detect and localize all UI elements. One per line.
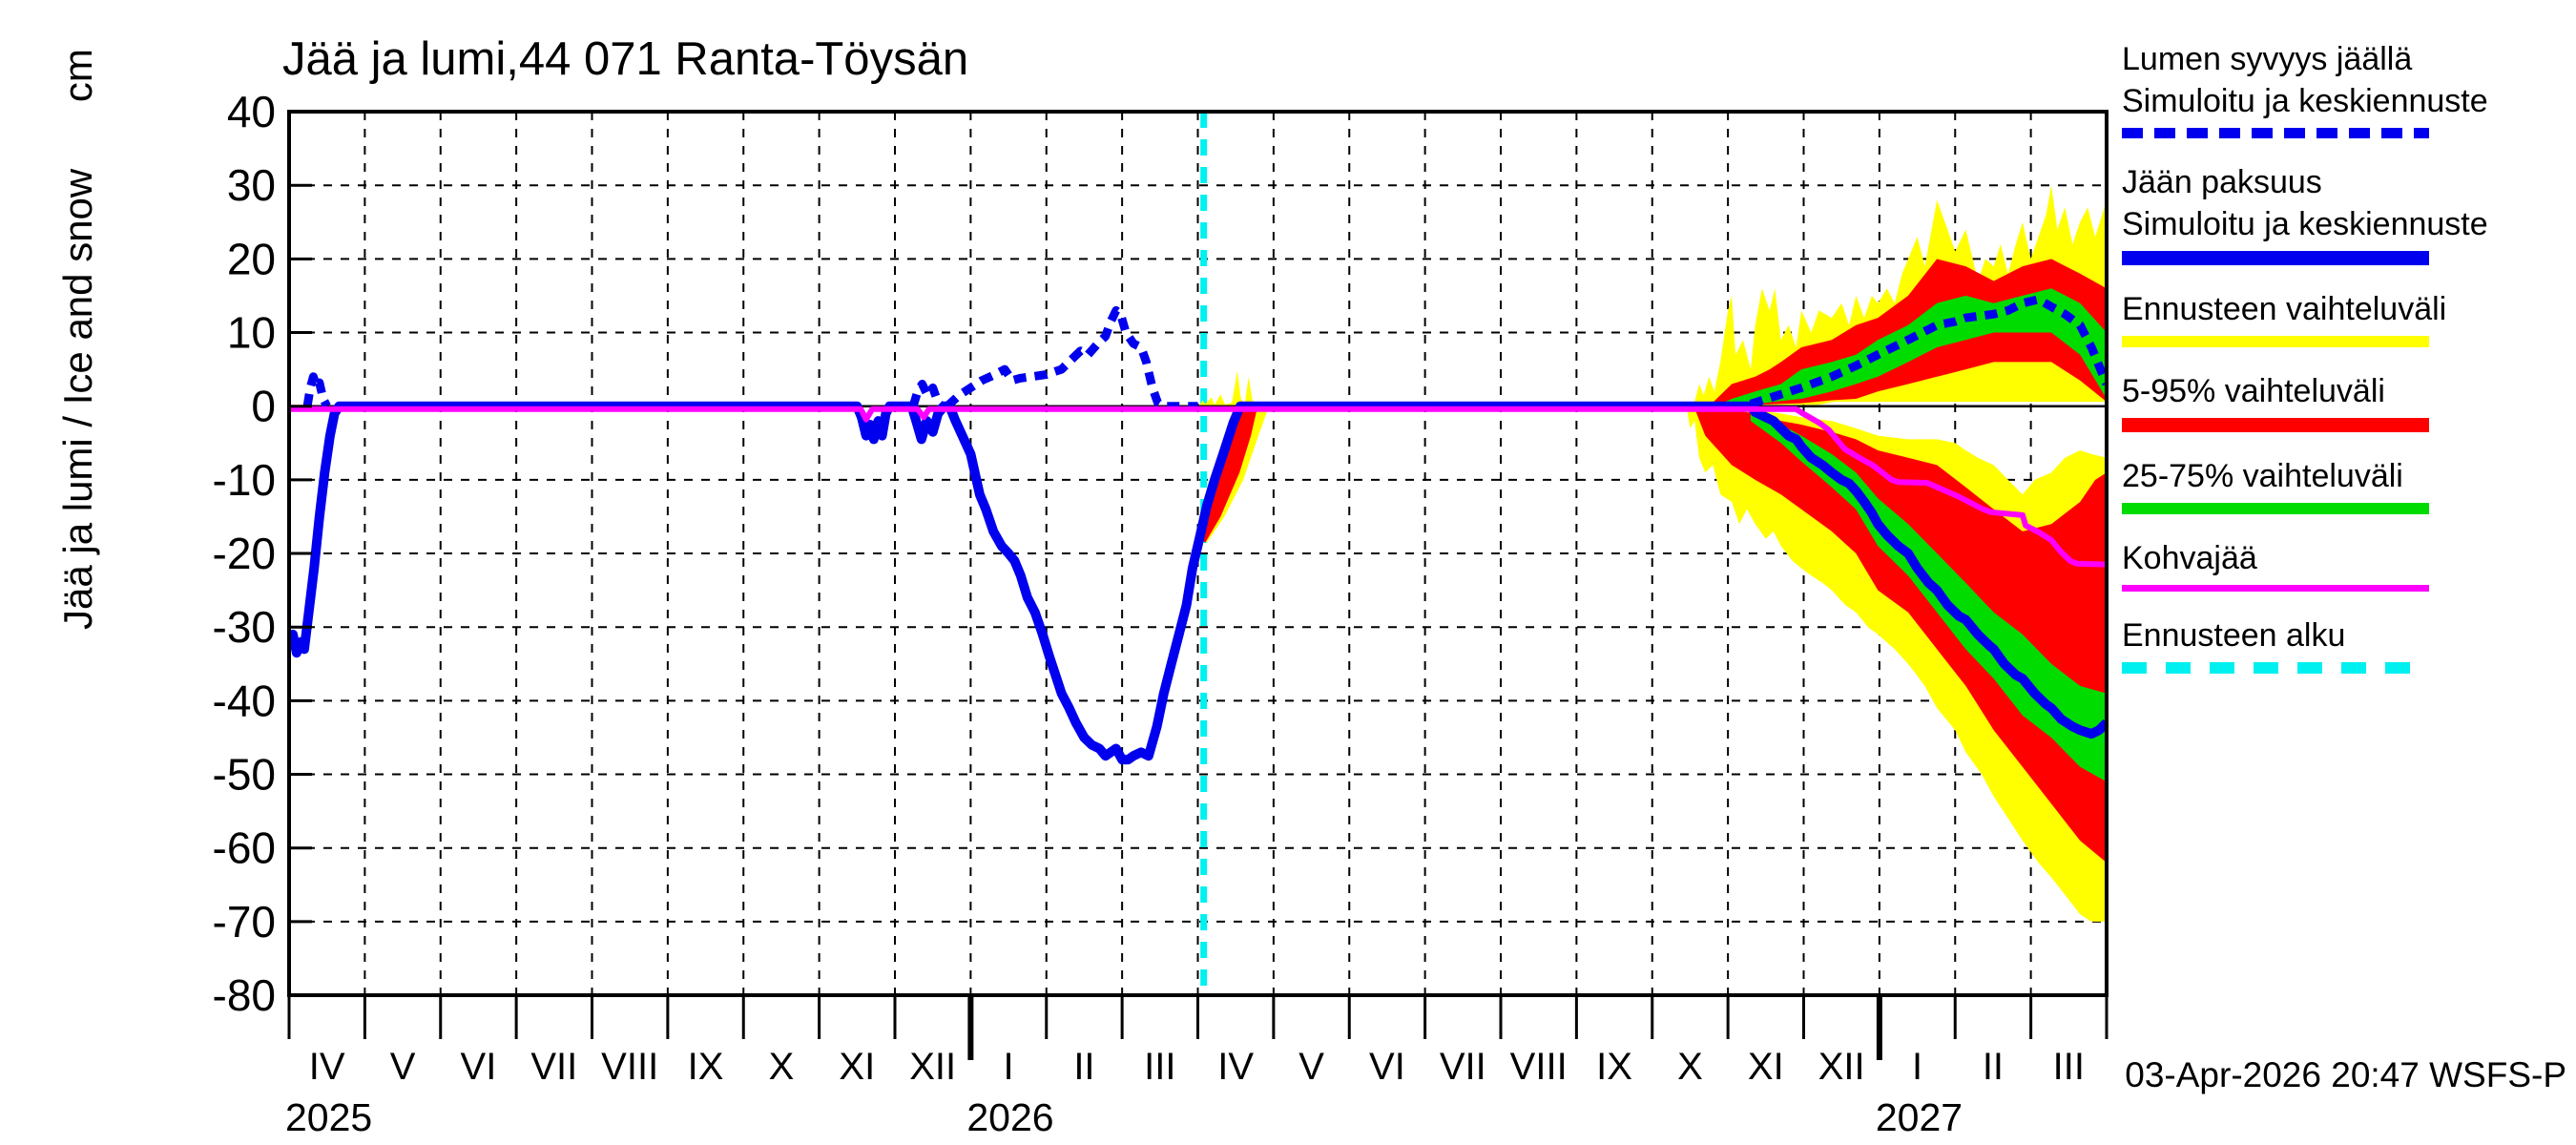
magenta-line-swatch bbox=[2122, 585, 2429, 592]
month-label: I bbox=[1004, 1046, 1014, 1088]
month-label: VII bbox=[530, 1046, 577, 1088]
month-label: X bbox=[1677, 1046, 1703, 1088]
forecast-bands bbox=[1199, 185, 2107, 922]
legend-label: 25-75% vaihteluväli bbox=[2122, 458, 2403, 494]
snow-depth-dashed-line bbox=[1749, 295, 2108, 408]
legend: Lumen syvyys jäällä Simuloitu ja keskien… bbox=[2122, 38, 2561, 697]
month-label: IV bbox=[1217, 1046, 1254, 1088]
month-label: III bbox=[1144, 1046, 1175, 1088]
chart-title: Jää ja lumi,44 071 Ranta-Töysän bbox=[282, 33, 969, 85]
month-label: XI bbox=[1748, 1046, 1784, 1088]
month-label: I bbox=[1912, 1046, 1922, 1088]
month-label: XI bbox=[839, 1046, 875, 1088]
month-label: VIII bbox=[601, 1046, 658, 1088]
y-tick-label: -30 bbox=[213, 602, 276, 652]
month-label: II bbox=[1073, 1046, 1094, 1088]
year-label: 2026 bbox=[966, 1095, 1053, 1139]
legend-item-kohvajaa: Kohvajää bbox=[2122, 537, 2561, 592]
y-tick-label: -10 bbox=[213, 455, 276, 505]
timestamp: 03-Apr-2026 20:47 WSFS-P bbox=[2125, 1055, 2566, 1094]
legend-item-5-95: 5-95% vaihteluväli bbox=[2122, 370, 2561, 432]
month-label: V bbox=[390, 1046, 416, 1088]
kohvajaa-line bbox=[289, 406, 2108, 568]
legend-label: 5-95% vaihteluväli bbox=[2122, 373, 2385, 409]
green-band-swatch bbox=[2122, 503, 2429, 514]
legend-label: Lumen syvyys jäällä bbox=[2122, 41, 2413, 77]
y-tick-label: -20 bbox=[213, 529, 276, 578]
snow-depth-dashed-line bbox=[944, 305, 1198, 411]
year-label: 2025 bbox=[285, 1095, 372, 1139]
ice-25-75-band bbox=[1750, 409, 2107, 782]
snow-25-75-band bbox=[1720, 288, 2107, 406]
legend-item-forecast-start: Ennusteen alku bbox=[2122, 614, 2561, 674]
y-tick-label: -40 bbox=[213, 676, 276, 725]
legend-label: Ennusteen alku bbox=[2122, 617, 2346, 654]
y-tick-label: -50 bbox=[213, 750, 276, 800]
y-tick-label: 10 bbox=[227, 308, 276, 358]
y-axis-unit: cm bbox=[55, 49, 100, 103]
dashed-blue-line-swatch bbox=[2122, 128, 2429, 138]
ice-thickness-line bbox=[289, 401, 2108, 765]
y-tick-label: -80 bbox=[213, 970, 276, 1020]
melt-snow-spikes bbox=[1199, 370, 1262, 406]
data-series bbox=[289, 295, 2108, 765]
month-label: II bbox=[1983, 1046, 2004, 1088]
month-label: XII bbox=[909, 1046, 956, 1088]
legend-item-25-75: 25-75% vaihteluväli bbox=[2122, 455, 2561, 514]
y-tick-label: -70 bbox=[213, 897, 276, 947]
legend-item-ice-thickness: Jään paksuus Simuloitu ja keskiennuste bbox=[2122, 161, 2561, 265]
month-label: IX bbox=[688, 1046, 724, 1088]
month-label: XII bbox=[1818, 1046, 1865, 1088]
month-label: X bbox=[769, 1046, 795, 1088]
y-axis-label-text: Jää ja lumi / Ice and snow bbox=[55, 168, 100, 630]
dashed-cyan-line-swatch bbox=[2122, 662, 2429, 674]
ice-5-95-band bbox=[1693, 406, 2107, 864]
legend-label: Simuloitu ja keskiennuste bbox=[2122, 206, 2488, 242]
legend-label: Jään paksuus bbox=[2122, 164, 2322, 200]
y-tick-label: 30 bbox=[227, 160, 276, 210]
axes-frame-and-ticks bbox=[287, 110, 2109, 1060]
snow-depth-dashed-line bbox=[302, 372, 331, 408]
y-tick-label: 40 bbox=[227, 87, 276, 136]
snow-depth-dashed-line bbox=[908, 380, 945, 409]
month-label: IX bbox=[1596, 1046, 1632, 1088]
month-label: VII bbox=[1440, 1046, 1486, 1088]
legend-label: Ennusteen vaihteluväli bbox=[2122, 291, 2447, 327]
month-label: VI bbox=[1369, 1046, 1405, 1088]
month-label: VI bbox=[461, 1046, 497, 1088]
legend-label: Kohvajää bbox=[2122, 540, 2257, 576]
month-label: IV bbox=[309, 1046, 345, 1088]
month-label: V bbox=[1298, 1046, 1324, 1088]
legend-label: Simuloitu ja keskiennuste bbox=[2122, 83, 2488, 119]
month-label: VIII bbox=[1510, 1046, 1568, 1088]
melt-5-95-wedge bbox=[1199, 406, 1258, 543]
legend-item-snow-depth: Lumen syvyys jäällä Simuloitu ja keskien… bbox=[2122, 38, 2561, 138]
y-tick-label: 0 bbox=[251, 382, 276, 431]
solid-blue-line-swatch bbox=[2122, 251, 2429, 265]
year-label: 2027 bbox=[1876, 1095, 1963, 1139]
red-band-swatch bbox=[2122, 418, 2429, 432]
legend-item-forecast-range: Ennusteen vaihteluväli bbox=[2122, 288, 2561, 347]
month-label: III bbox=[2053, 1046, 2085, 1088]
y-tick-label: -60 bbox=[213, 823, 276, 873]
yellow-band-swatch bbox=[2122, 336, 2429, 347]
y-tick-label: 20 bbox=[227, 234, 276, 283]
